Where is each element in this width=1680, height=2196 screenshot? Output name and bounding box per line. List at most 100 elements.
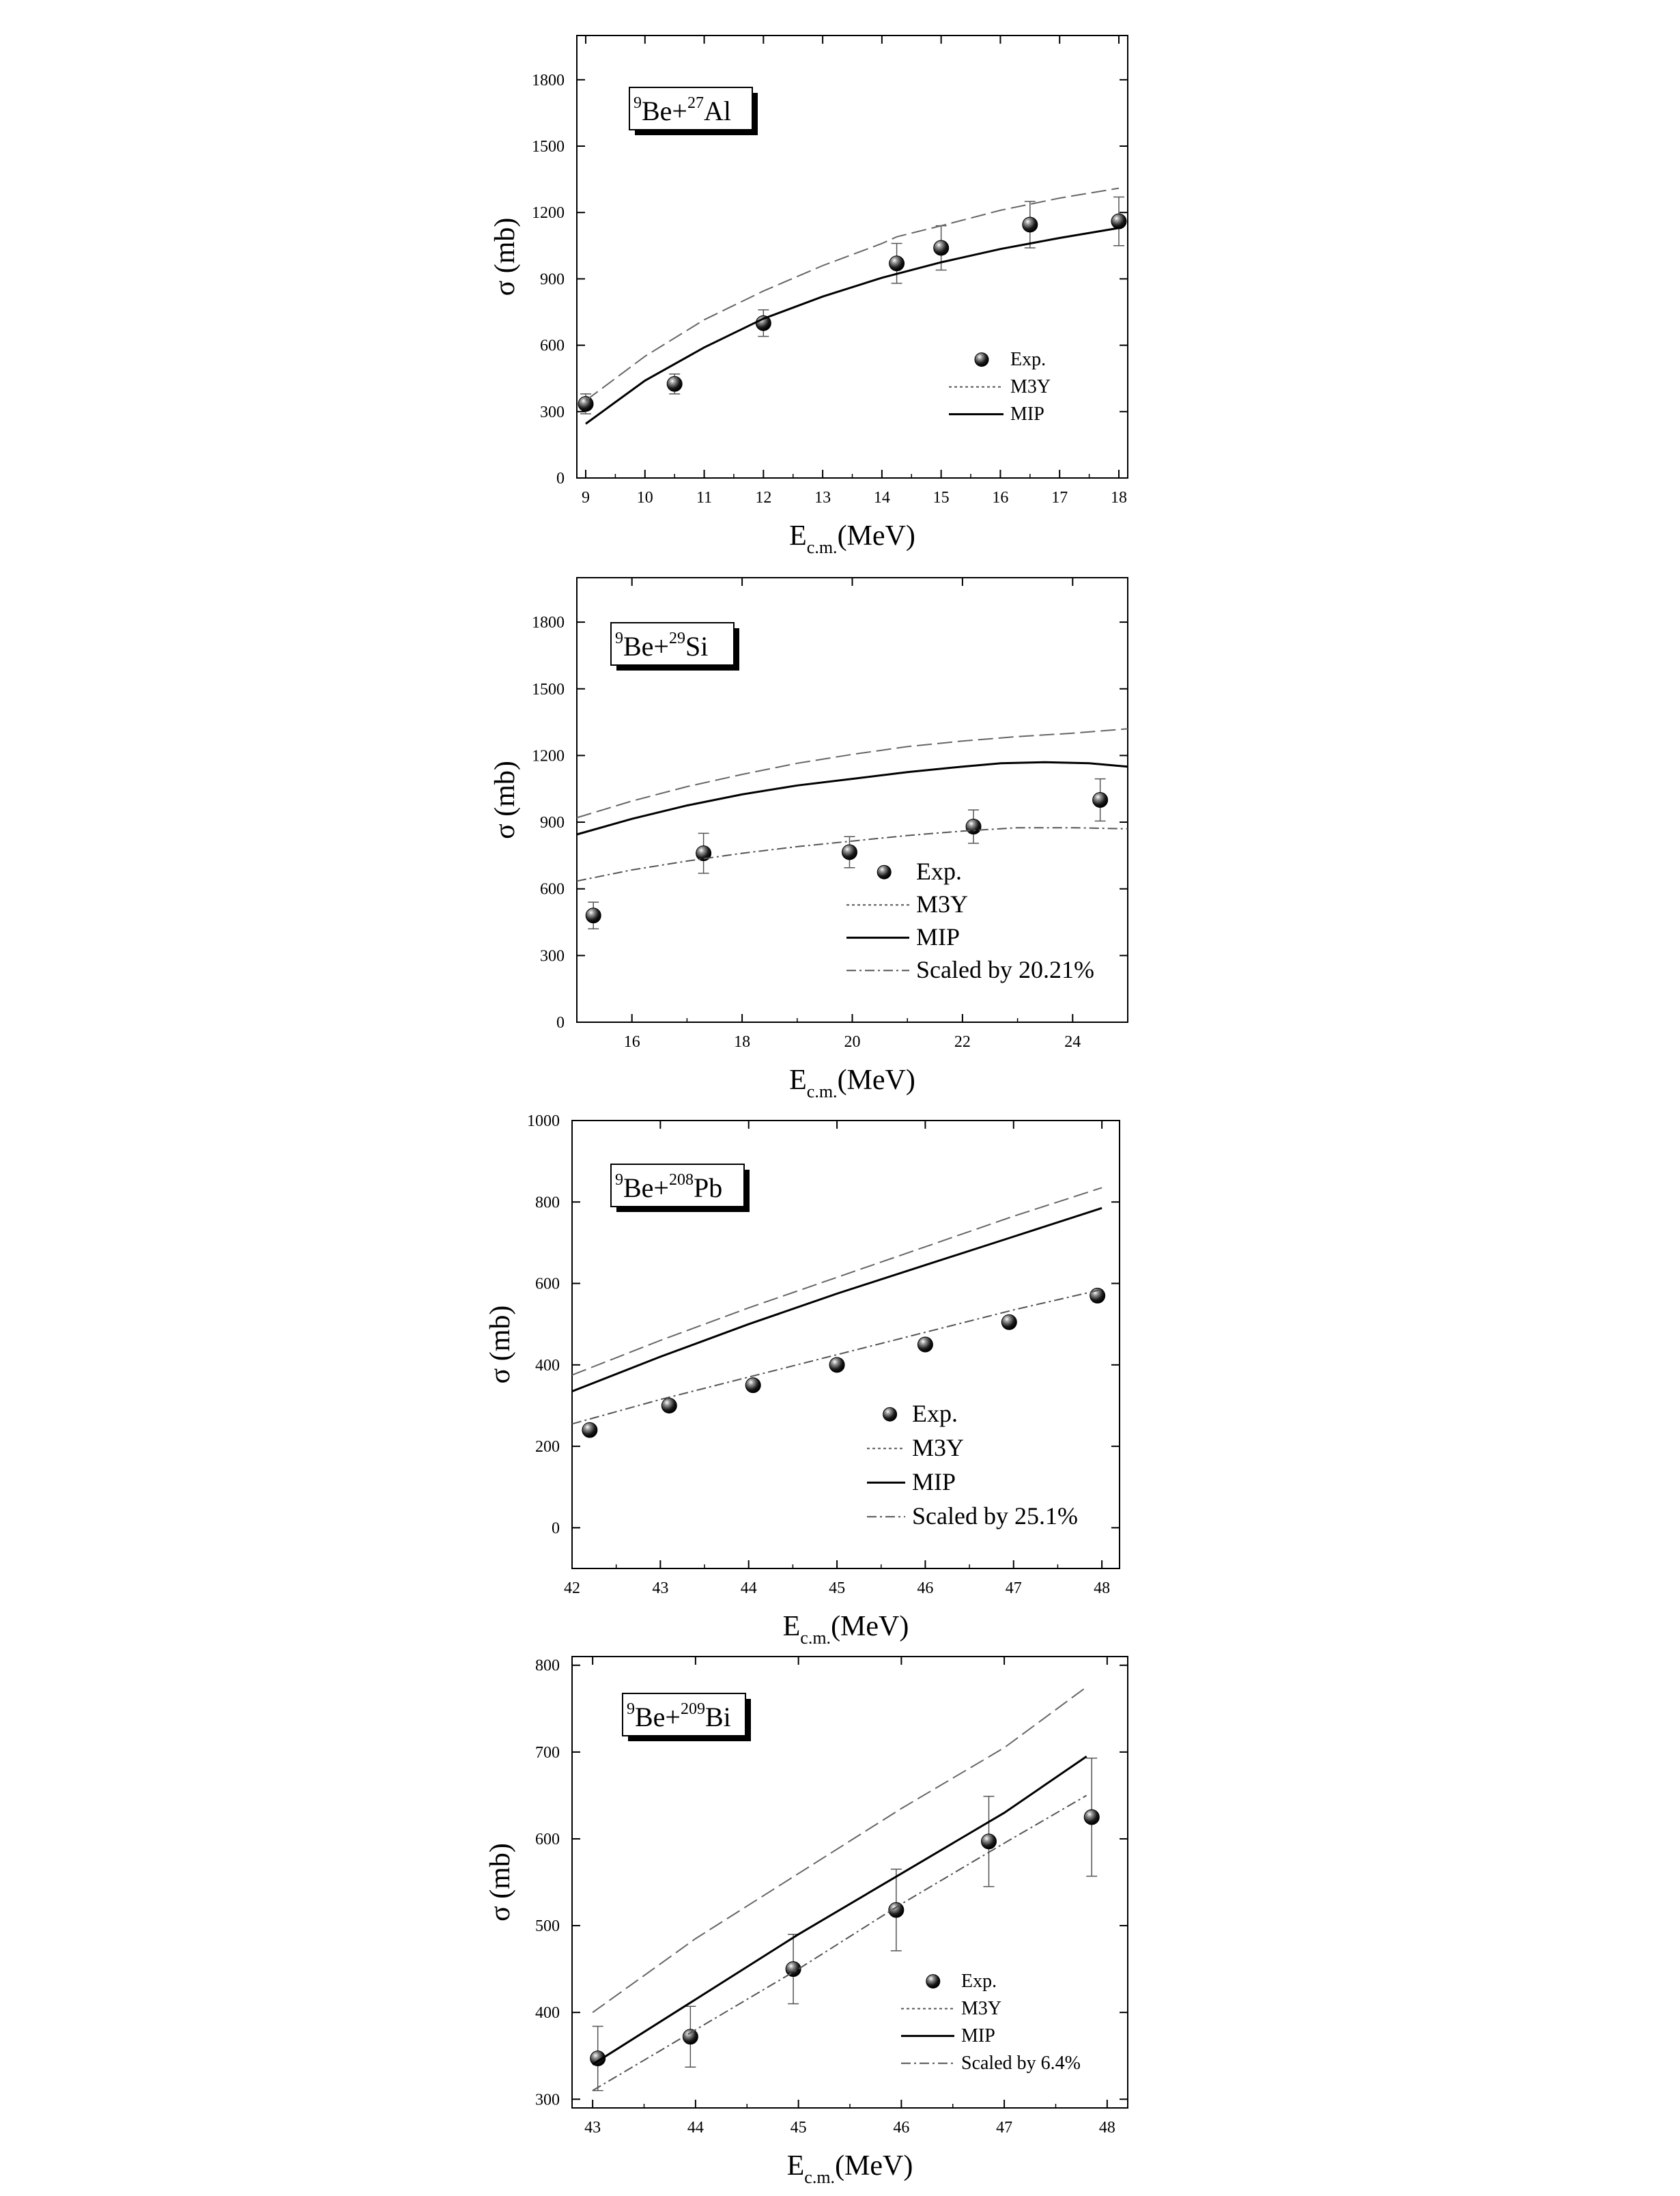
y-tick-label: 1000: [527, 1112, 560, 1130]
y-tick-label: 700: [535, 1744, 560, 1762]
y-tick-label: 0: [552, 1519, 560, 1537]
x-tick-label: 42: [564, 1579, 580, 1597]
legend-label: MIP: [1010, 404, 1044, 425]
y-tick-label: 1500: [532, 138, 565, 156]
reaction-label: 9Be+209Bi: [627, 1700, 731, 1732]
x-tick-label: 48: [1099, 2119, 1115, 2137]
x-tick-label: 15: [933, 489, 950, 507]
exp-data-point: [682, 2029, 698, 2045]
y-tick-label: 0: [556, 1014, 565, 1032]
reaction-label: 9Be+208Pb: [615, 1171, 722, 1203]
exp-data-point: [841, 844, 857, 860]
x-tick-label: 16: [624, 1033, 640, 1051]
exp-data-point: [1001, 1314, 1017, 1330]
exp-data-point: [829, 1357, 845, 1373]
series-line-dashdot: [592, 1794, 1087, 2092]
x-tick-label: 17: [1051, 489, 1068, 507]
x-tick-label: 16: [992, 489, 1008, 507]
x-tick-label: 11: [696, 489, 712, 507]
exp-data-point: [590, 2051, 606, 2067]
exp-data-point: [1092, 792, 1109, 808]
x-tick-label: 44: [687, 2119, 704, 2137]
y-tick-label: 1500: [532, 681, 565, 699]
x-axis-label: Ec.m.(MeV): [789, 1065, 915, 1101]
legend-label: Exp.: [912, 1400, 958, 1427]
reaction-label: 9Be+27Al: [633, 94, 731, 126]
y-tick-label: 600: [535, 1831, 560, 1848]
series-line-solid: [585, 227, 1120, 425]
y-tick-label: 300: [540, 404, 565, 421]
y-tick-label: 900: [540, 270, 565, 288]
legend-label: Scaled by 25.1%: [912, 1502, 1078, 1530]
y-tick-label: 500: [535, 1917, 560, 1935]
legend-label: Exp.: [1010, 349, 1046, 370]
y-tick-label: 600: [540, 337, 565, 355]
x-tick-label: 9: [582, 489, 590, 507]
legend-marker-exp: [877, 864, 892, 879]
x-tick-label: 45: [829, 1579, 845, 1597]
y-tick-label: 400: [535, 1357, 560, 1375]
exp-data-point: [889, 255, 905, 272]
series-line-dashdot: [576, 827, 1128, 882]
legend-label: M3Y: [961, 1998, 1001, 2019]
x-tick-label: 47: [1006, 1579, 1022, 1597]
exp-data-point: [981, 1833, 997, 1850]
y-tick-label: 300: [540, 947, 565, 965]
y-tick-label: 600: [540, 881, 565, 899]
x-tick-label: 18: [1111, 489, 1127, 507]
x-tick-label: 13: [814, 489, 831, 507]
chart-panel-1: 9 10 11 12 13 14 15 16 17 18 0 300 600 900 1200 1500 180…: [489, 35, 1128, 557]
exp-data-point: [1022, 216, 1038, 233]
exp-data-point: [745, 1377, 761, 1394]
x-tick-label: 44: [741, 1579, 757, 1597]
x-tick-label: 46: [893, 2119, 909, 2137]
y-axis-label: σ (mb): [485, 1306, 516, 1384]
reaction-label-box: [610, 622, 735, 666]
x-tick-label: 45: [791, 2119, 807, 2137]
reaction-label-box: [610, 1164, 745, 1207]
legend-label: Scaled by 20.21%: [916, 956, 1094, 983]
exp-data-point: [785, 1961, 801, 1977]
series-line-solid: [571, 1207, 1102, 1392]
y-tick-label: 1200: [532, 747, 565, 765]
exp-data-point: [578, 395, 594, 412]
chart-panel-4: 43 44 45 46 47 48 300 400 500 600 700 800 Ec.m.(MeV)…: [485, 1656, 1128, 2187]
y-tick-label: 1800: [532, 614, 565, 632]
y-tick-label: 200: [535, 1438, 560, 1456]
legend-label: M3Y: [912, 1434, 964, 1461]
x-tick-label: 43: [652, 1579, 668, 1597]
x-tick-label: 22: [954, 1033, 971, 1051]
x-tick-label: 24: [1064, 1033, 1081, 1051]
y-tick-label: 800: [535, 1194, 560, 1211]
exp-data-point: [888, 1902, 905, 1918]
exp-data-point: [582, 1422, 598, 1438]
x-tick-label: 12: [755, 489, 771, 507]
x-tick-label: 46: [917, 1579, 933, 1597]
y-tick-label: 1200: [532, 204, 565, 222]
legend-marker-exp: [926, 1974, 941, 1989]
chart-panel-2: 16 18 20 22 24 0 300 600 900 1200 1500 1800 Ec.m.(Me…: [489, 577, 1128, 1101]
legend-label: Exp.: [916, 858, 962, 885]
series-line-dashdot: [571, 1289, 1102, 1425]
legend-marker-exp: [883, 1407, 898, 1422]
y-axis-label: σ (mb): [489, 218, 521, 296]
y-axis-label: σ (mb): [485, 1843, 516, 1922]
exp-data-point: [661, 1397, 677, 1413]
legend-label: MIP: [961, 2025, 995, 2046]
x-axis-label: Ec.m.(MeV): [789, 520, 915, 557]
y-tick-label: 800: [535, 1657, 560, 1675]
y-tick-label: 300: [535, 2091, 560, 2109]
exp-data-point: [585, 907, 601, 924]
plot-frame: [571, 1120, 1120, 1569]
y-tick-label: 900: [540, 814, 565, 832]
x-tick-label: 20: [844, 1033, 861, 1051]
exp-data-point: [696, 845, 712, 862]
legend-label: MIP: [912, 1468, 956, 1495]
legend-label: M3Y: [916, 890, 968, 918]
y-axis-label: σ (mb): [489, 761, 521, 839]
exp-data-point: [666, 376, 683, 392]
reaction-label-box: [629, 87, 753, 130]
series-line-solid: [576, 761, 1128, 836]
legend-label: Scaled by 6.4%: [961, 2053, 1081, 2074]
legend-label: Exp.: [961, 1971, 997, 1992]
